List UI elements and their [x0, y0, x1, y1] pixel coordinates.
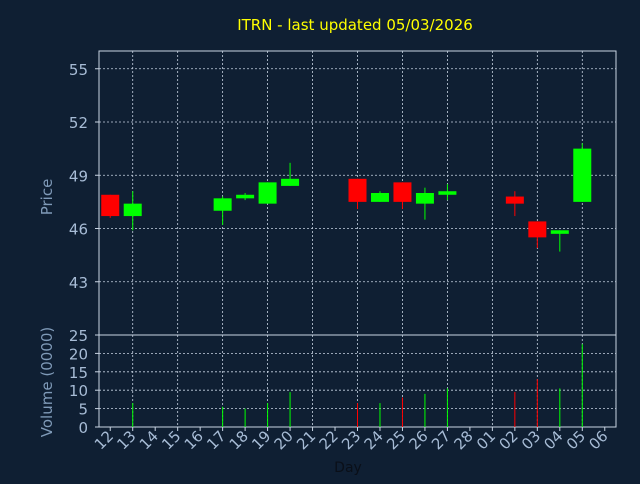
candle-body-up — [123, 203, 142, 217]
x-axis-label: Day — [334, 460, 362, 476]
volume-y-tick-label: 15 — [69, 364, 88, 382]
volume-y-tick-label: 25 — [69, 327, 88, 345]
volume-y-tick-label: 10 — [69, 382, 88, 400]
chart-title: ITRN - last updated 05/03/2026 — [237, 16, 473, 34]
candle-body-down — [348, 178, 367, 202]
candle-body-down — [528, 221, 547, 238]
candle-body-up — [281, 178, 300, 186]
candle-body-down — [393, 182, 412, 202]
candle-body-up — [438, 191, 457, 195]
candle-body-up — [370, 193, 389, 202]
price-y-tick-label: 43 — [69, 274, 88, 292]
x-tick-label: 06 — [585, 427, 611, 453]
candle-body-down — [101, 194, 120, 217]
volume-y-tick-label: 0 — [78, 419, 88, 437]
candle-body-up — [550, 230, 569, 234]
candle-body-up — [236, 194, 255, 199]
candle-body-up — [415, 193, 434, 204]
price-y-tick-label: 49 — [69, 167, 88, 185]
volume-y-tick-label: 5 — [78, 401, 88, 419]
price-y-tick-label: 52 — [69, 114, 88, 132]
price-y-tick-label: 46 — [69, 221, 88, 239]
candle-body-down — [505, 196, 524, 204]
candle-body-up — [258, 182, 277, 204]
price-y-tick-label: 55 — [69, 61, 88, 79]
volume-y-tick-label: 20 — [69, 345, 88, 363]
candle-body-up — [213, 198, 232, 211]
candle-body-up — [573, 148, 592, 202]
volume-axis-label: Volume (0000) — [38, 327, 56, 437]
price-axis-label: Price — [38, 179, 56, 216]
